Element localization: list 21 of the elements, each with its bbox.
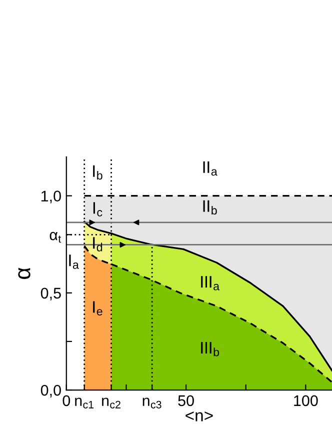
x-tick-label: n$_{c2}$ — [102, 398, 120, 408]
y-tick-label: 1,0 — [41, 190, 61, 204]
annotation: II$_{b}$ — [203, 200, 217, 215]
y-axis-title: α — [18, 268, 30, 279]
x-tick-label: 100 — [294, 395, 318, 406]
annotation: II$_{a}$ — [203, 161, 218, 176]
annotation: I$_{b}$ — [93, 165, 102, 180]
y-tick-label: 0,0 — [40, 384, 61, 398]
annotation: I$_{e}$ — [93, 301, 102, 316]
x-tick-label: 50 — [178, 395, 194, 406]
annotation: I$_{a}$ — [69, 254, 79, 269]
y-tick-label: 0,5 — [40, 288, 61, 300]
annotation: III$_{a}$ — [201, 276, 220, 290]
x-tick-label: n$_{c1}$ — [75, 398, 94, 408]
y-tick-label: α$_{t}$ — [50, 232, 62, 243]
x-tick-label: 0 — [62, 395, 70, 406]
annotation: I$_{c}$ — [93, 202, 102, 216]
annotation: I$_{d}$ — [93, 237, 102, 252]
annotation: III$_{b}$ — [201, 342, 220, 356]
x-axis-title: <n> — [186, 411, 213, 422]
x-tick-label: n$_{c3}$ — [142, 398, 162, 408]
